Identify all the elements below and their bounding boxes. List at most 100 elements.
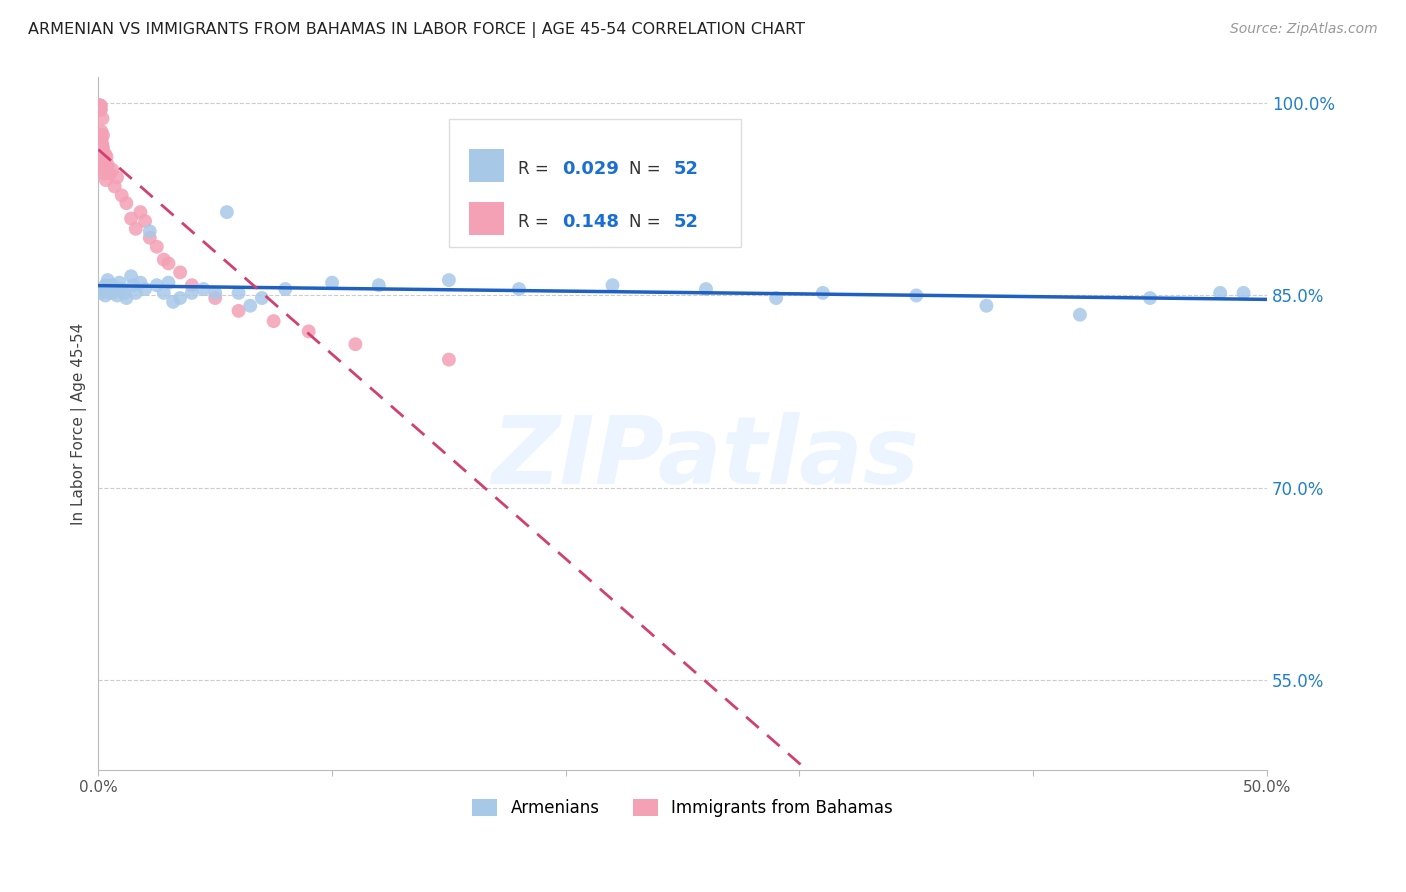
Point — [120, 211, 142, 226]
Point — [98, 285, 121, 300]
Point — [169, 265, 191, 279]
Point — [91, 150, 114, 164]
Point — [90, 128, 112, 143]
Point — [134, 282, 156, 296]
Point — [111, 282, 134, 296]
Point — [87, 98, 110, 112]
Point — [120, 269, 142, 284]
Point — [93, 162, 115, 177]
Point — [94, 278, 117, 293]
Point — [134, 214, 156, 228]
Point — [90, 98, 112, 112]
Point — [437, 273, 460, 287]
Point — [108, 276, 131, 290]
Point — [765, 291, 787, 305]
Point — [93, 167, 115, 181]
Text: 52: 52 — [673, 213, 699, 231]
Legend: Armenians, Immigrants from Bahamas: Armenians, Immigrants from Bahamas — [465, 792, 900, 824]
Point — [228, 285, 250, 300]
Point — [89, 103, 111, 117]
Point — [91, 158, 114, 172]
FancyBboxPatch shape — [449, 119, 741, 247]
Point — [90, 137, 112, 152]
Point — [1069, 308, 1091, 322]
Point — [89, 98, 111, 112]
Point — [115, 291, 138, 305]
Point — [162, 294, 184, 309]
Point — [250, 291, 273, 305]
Point — [905, 288, 928, 302]
Point — [122, 278, 145, 293]
Point — [101, 278, 124, 293]
Point — [101, 285, 124, 300]
Point — [180, 278, 202, 293]
Point — [97, 273, 120, 287]
Point — [97, 158, 120, 172]
Point — [367, 278, 389, 293]
Point — [204, 291, 226, 305]
Point — [90, 132, 112, 146]
Point — [129, 205, 152, 219]
Point — [811, 285, 834, 300]
Point — [90, 150, 112, 164]
Point — [91, 285, 114, 299]
Point — [139, 224, 162, 238]
Point — [105, 170, 128, 185]
Point — [96, 150, 118, 164]
Point — [152, 285, 174, 300]
Text: ARMENIAN VS IMMIGRANTS FROM BAHAMAS IN LABOR FORCE | AGE 45-54 CORRELATION CHART: ARMENIAN VS IMMIGRANTS FROM BAHAMAS IN L… — [28, 22, 806, 38]
Point — [89, 98, 111, 112]
Text: N =: N = — [628, 213, 666, 231]
Point — [125, 221, 148, 235]
Point — [97, 285, 120, 299]
Text: 0.148: 0.148 — [562, 213, 619, 231]
Text: 0.029: 0.029 — [562, 160, 619, 178]
Point — [94, 158, 117, 172]
Point — [89, 98, 111, 112]
Point — [115, 196, 138, 211]
Point — [146, 278, 169, 293]
Point — [274, 282, 297, 296]
Point — [90, 141, 112, 155]
Point — [111, 188, 134, 202]
Point — [90, 103, 112, 117]
Point — [89, 98, 111, 112]
Point — [94, 147, 117, 161]
Point — [228, 303, 250, 318]
Point — [94, 173, 117, 187]
Point — [157, 256, 180, 270]
Point — [90, 285, 112, 300]
Point — [437, 352, 460, 367]
Point — [321, 276, 343, 290]
Point — [239, 299, 262, 313]
Point — [1139, 291, 1161, 305]
Point — [112, 285, 135, 300]
Text: R =: R = — [517, 160, 554, 178]
Text: 52: 52 — [673, 160, 699, 178]
Point — [101, 162, 124, 177]
Point — [146, 240, 169, 254]
Point — [91, 137, 114, 152]
Point — [105, 288, 128, 302]
Point — [180, 285, 202, 300]
Point — [90, 124, 112, 138]
Point — [976, 299, 998, 313]
Point — [215, 205, 238, 219]
Point — [98, 167, 121, 181]
Point — [94, 288, 117, 302]
Text: ZIPatlas: ZIPatlas — [492, 412, 920, 504]
Point — [91, 112, 114, 126]
FancyBboxPatch shape — [468, 202, 503, 235]
Point — [695, 282, 717, 296]
Point — [104, 179, 127, 194]
Point — [1209, 285, 1232, 300]
Point — [125, 285, 148, 300]
Point — [204, 285, 226, 300]
Point — [508, 282, 530, 296]
Point — [157, 276, 180, 290]
Point — [602, 278, 624, 293]
Text: R =: R = — [517, 213, 554, 231]
FancyBboxPatch shape — [468, 149, 503, 182]
Point — [129, 276, 152, 290]
Point — [139, 231, 162, 245]
